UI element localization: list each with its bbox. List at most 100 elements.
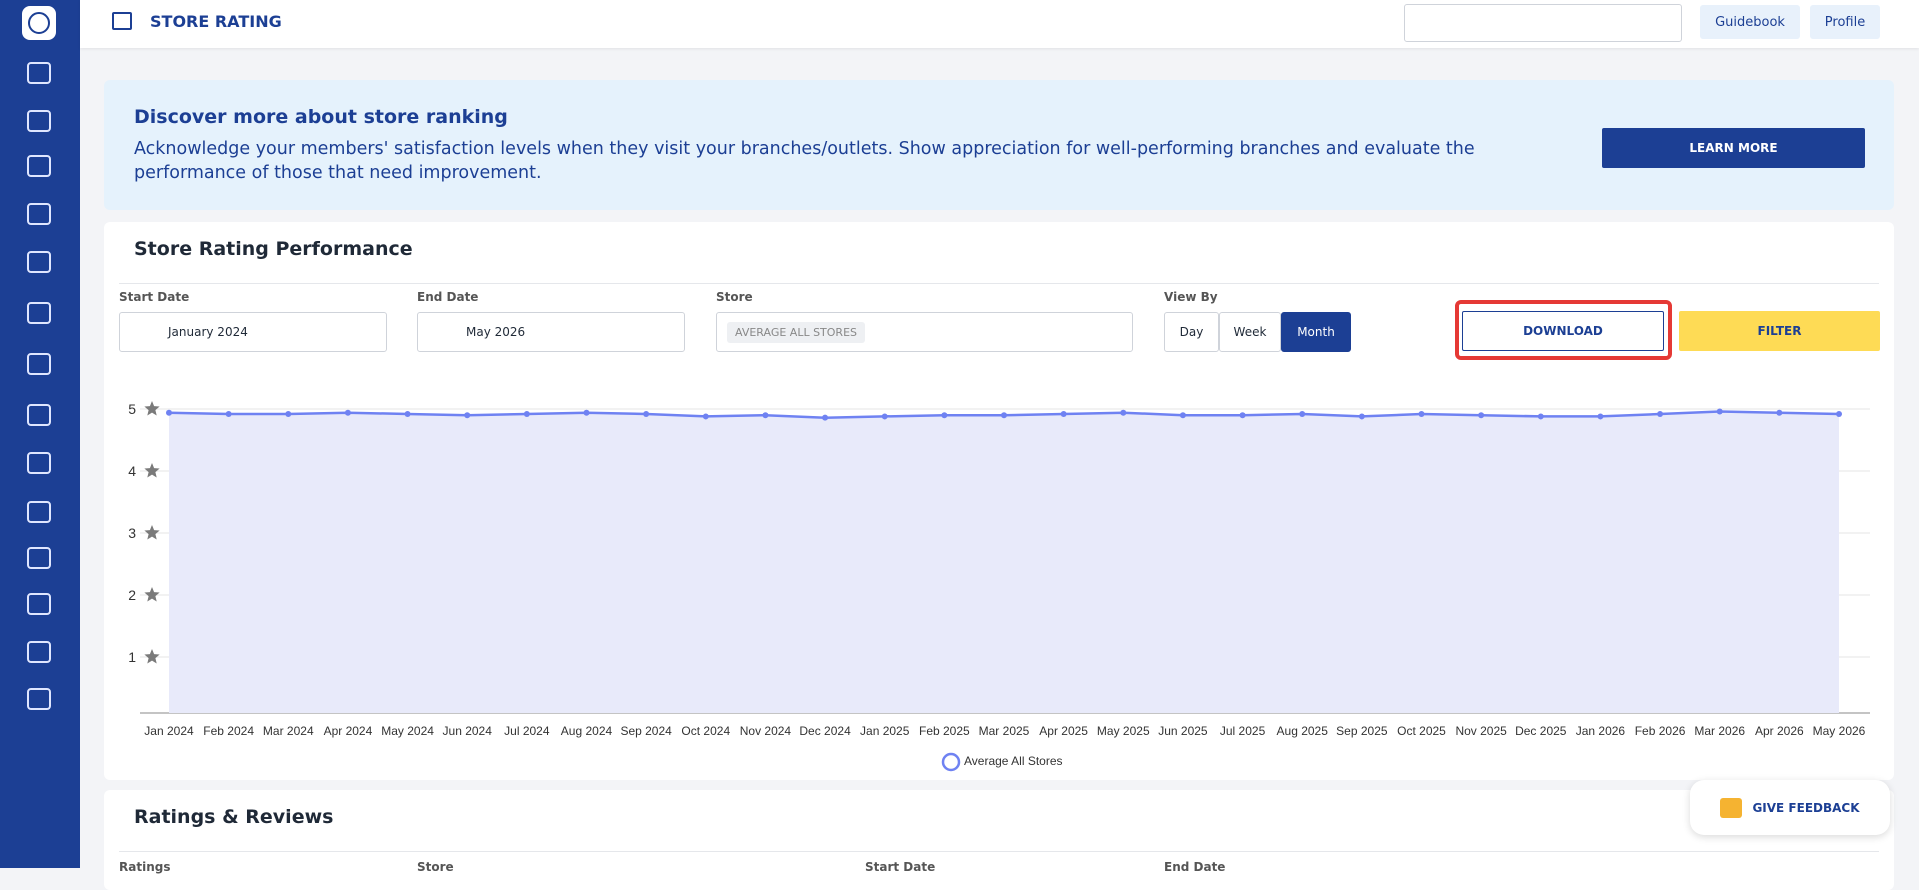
nav-icon[interactable] <box>27 155 51 177</box>
y-tick-label: 4 <box>128 463 136 479</box>
account-select[interactable] <box>1404 4 1682 42</box>
y-tick-star <box>144 649 160 664</box>
nav-icon[interactable] <box>27 62 51 84</box>
x-tick-label: Jan 2026 <box>1576 724 1626 738</box>
legend-label: Average All Stores <box>964 754 1063 768</box>
nav-icon[interactable] <box>27 110 51 132</box>
point <box>1001 412 1007 419</box>
store-select[interactable]: AVERAGE ALL STORES <box>716 312 1133 352</box>
view-week[interactable]: Week <box>1219 312 1281 352</box>
x-tick-label: Mar 2025 <box>979 724 1030 738</box>
nav-icon[interactable] <box>27 593 51 615</box>
x-tick-label: Feb 2024 <box>203 724 254 738</box>
x-tick-label: Jul 2024 <box>504 724 550 738</box>
top-bar: STORE RATING Guidebook Profile <box>80 0 1919 48</box>
point <box>643 410 650 417</box>
start-date-label: Start Date <box>119 290 190 304</box>
feedback-label: GIVE FEEDBACK <box>1752 800 1860 815</box>
nav-icon[interactable] <box>27 203 51 225</box>
point <box>1358 413 1365 420</box>
point <box>1657 410 1664 417</box>
nav-icon[interactable] <box>27 302 51 324</box>
feedback-icon <box>1720 797 1743 818</box>
point <box>404 410 411 417</box>
point <box>941 412 948 419</box>
point <box>1537 413 1544 420</box>
x-tick-label: Nov 2024 <box>740 724 792 738</box>
filter-button[interactable]: FILTER <box>1679 311 1880 351</box>
view-month[interactable]: Month <box>1281 312 1351 352</box>
view-day[interactable]: Day <box>1164 312 1219 352</box>
x-tick-label: Jan 2025 <box>860 724 910 738</box>
legend-marker <box>941 752 961 772</box>
y-tick-star <box>144 525 160 540</box>
point <box>1418 410 1425 417</box>
x-tick-label: Feb 2025 <box>919 724 970 738</box>
x-tick-label: Mar 2026 <box>1694 724 1745 738</box>
profile-button[interactable]: Profile <box>1810 5 1880 39</box>
start-date-input[interactable]: January 2024 <box>119 312 387 352</box>
point <box>1478 412 1485 419</box>
banner-text: Acknowledge your members' satisfaction l… <box>134 139 1475 183</box>
x-tick-label: Feb 2026 <box>1635 724 1686 738</box>
nav-icon[interactable] <box>27 404 51 426</box>
point <box>881 413 888 420</box>
point <box>1239 412 1246 419</box>
learn-more-button[interactable]: LEARN MORE <box>1602 128 1865 168</box>
logo[interactable] <box>22 6 56 40</box>
nav-icon[interactable] <box>27 641 51 663</box>
banner-title: Discover more about store ranking <box>134 106 508 128</box>
nav-icon[interactable] <box>27 501 51 523</box>
divider <box>119 851 1879 852</box>
end-date-label: End Date <box>417 290 479 304</box>
x-tick-label: Dec 2025 <box>1515 724 1567 738</box>
store-chip[interactable]: AVERAGE ALL STORES <box>727 321 866 343</box>
store-icon <box>112 12 132 30</box>
y-tick-star <box>144 587 160 602</box>
x-tick-label: Nov 2025 <box>1455 724 1507 738</box>
nav-icon[interactable] <box>27 353 51 375</box>
x-tick-label: Oct 2024 <box>681 724 730 738</box>
chart: 1 2 3 4 5 Jan 2024 Feb 2024 Mar 2024 Apr 2024 May… <box>128 401 1870 772</box>
section-title: Ratings & Reviews <box>134 806 334 828</box>
nav-icon[interactable] <box>27 251 51 273</box>
x-tick-label: Oct 2025 <box>1397 724 1446 738</box>
x-tick-label: Jul 2025 <box>1220 724 1266 738</box>
point <box>1060 410 1067 417</box>
x-tick-label: Sep 2025 <box>1336 724 1388 738</box>
point <box>1179 412 1186 419</box>
end-date-input[interactable]: May 2026 <box>417 312 685 352</box>
point <box>1776 409 1783 416</box>
x-tick-label: Jun 2025 <box>1158 724 1208 738</box>
point <box>464 412 471 419</box>
x-tick-label: Dec 2024 <box>799 724 851 738</box>
point <box>1836 410 1842 417</box>
nav-icon[interactable] <box>27 688 51 710</box>
point <box>1120 409 1127 416</box>
nav-icon[interactable] <box>27 547 51 569</box>
point <box>523 410 530 417</box>
y-tick-label: 1 <box>128 649 136 665</box>
point <box>822 414 829 421</box>
x-tick-label: Apr 2026 <box>1755 724 1804 738</box>
x-tick-label: May 2025 <box>1097 724 1150 738</box>
x-tick-label: Jun 2024 <box>443 724 493 738</box>
y-tick-label: 2 <box>128 587 136 603</box>
nav-icon[interactable] <box>27 452 51 474</box>
highlight-box <box>1455 300 1672 360</box>
point <box>762 412 769 419</box>
x-tick-label: May 2026 <box>1813 724 1866 738</box>
feedback-button[interactable]: GIVE FEEDBACK <box>1690 780 1890 835</box>
x-tick-label: Aug 2024 <box>561 724 613 738</box>
sidebar <box>0 0 80 868</box>
x-tick-label: Sep 2024 <box>620 724 672 738</box>
x-tick-label: May 2024 <box>381 724 434 738</box>
guidebook-button[interactable]: Guidebook <box>1700 5 1800 39</box>
download-button[interactable]: DOWNLOAD <box>1462 311 1664 351</box>
point <box>583 409 590 416</box>
point <box>1716 408 1723 415</box>
divider <box>119 283 1879 284</box>
point <box>225 410 232 417</box>
point <box>285 410 292 417</box>
